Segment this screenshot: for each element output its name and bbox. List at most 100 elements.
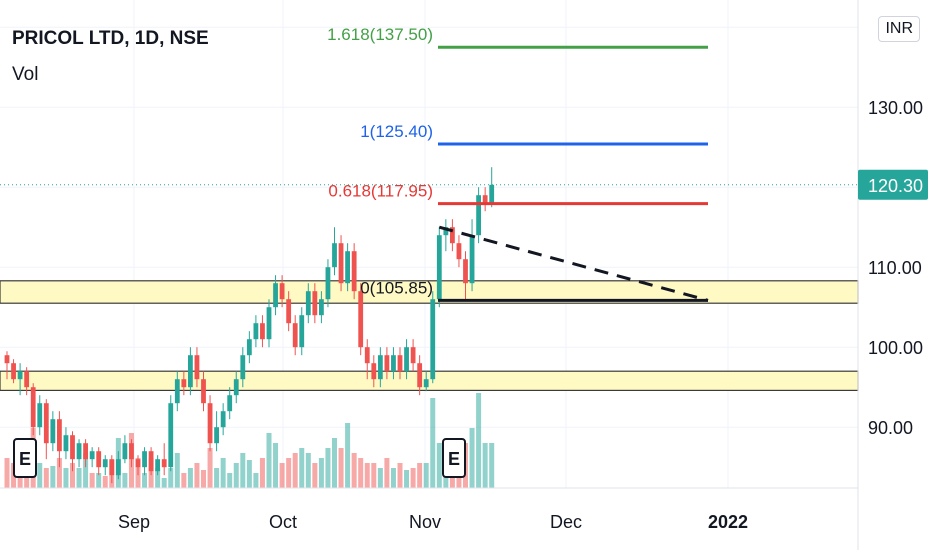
candle-body: [30, 387, 36, 428]
volume-bar: [155, 468, 161, 488]
volume-bar: [142, 473, 148, 488]
volume-bar: [214, 468, 220, 488]
candle-body: [456, 243, 462, 260]
volume-bar: [377, 468, 383, 488]
candle-body: [423, 379, 429, 388]
candle-body: [476, 195, 481, 236]
candle-body: [371, 363, 377, 380]
candle-body: [377, 355, 383, 380]
volume-bar: [286, 458, 292, 488]
candle-body: [292, 323, 298, 348]
volume-bar: [436, 443, 442, 488]
volume-bar: [469, 428, 475, 488]
volume-bar: [417, 463, 423, 488]
candle-body: [253, 323, 259, 340]
price-tick: 130.00: [868, 98, 923, 118]
candle-body: [345, 251, 350, 284]
zone-2: [0, 370, 859, 392]
candle-body: [201, 379, 206, 404]
volume-bar: [318, 458, 324, 488]
currency-button[interactable]: INR: [878, 16, 920, 42]
volume-bar: [397, 463, 403, 488]
candle-body: [410, 347, 416, 364]
volume-bar: [43, 468, 49, 488]
volume-bar: [76, 468, 82, 488]
candle-body: [43, 403, 49, 444]
candle-body: [57, 419, 62, 452]
candles: [4, 167, 495, 484]
candle-body: [240, 355, 246, 380]
candle-body: [109, 459, 115, 476]
volume-bar: [410, 468, 416, 488]
candle-body: [135, 459, 141, 468]
time-tick: Oct: [269, 512, 297, 532]
volume-label: Vol: [12, 64, 39, 85]
volume-bar: [37, 463, 43, 488]
candle-body: [358, 291, 364, 348]
volume-bar: [476, 393, 482, 488]
volume-bar: [70, 463, 75, 488]
candle-body: [102, 459, 108, 468]
earnings-marker: E: [13, 438, 37, 478]
candle-body: [168, 403, 174, 468]
volume-bar: [358, 458, 364, 488]
candle-body: [37, 403, 43, 428]
fib-label: 0.618(117.95): [328, 182, 433, 201]
time-tick: Nov: [409, 512, 441, 532]
candle-body: [246, 339, 252, 356]
candle-body: [286, 299, 292, 324]
trendline: [438, 225, 709, 302]
volume-bar: [482, 443, 488, 488]
volume-bar: [279, 463, 285, 488]
candle-body: [70, 435, 75, 460]
earnings-badge: [442, 438, 466, 478]
volume-bar: [390, 468, 396, 488]
fib-levels: 1.618(137.50) 1(125.40) 0.618(117.95) 0(105…: [327, 25, 708, 302]
volume-bar: [168, 468, 174, 488]
volume-bar: [4, 458, 10, 488]
volume-bar: [240, 453, 246, 488]
candle-body: [174, 379, 180, 404]
volume-bar: [194, 463, 200, 488]
candle-body: [482, 195, 488, 204]
candle-body: [148, 451, 154, 472]
volume-bar: [404, 470, 410, 488]
volume-bar: [174, 453, 180, 488]
volume-bar: [233, 463, 239, 488]
candle-body: [430, 299, 436, 380]
candle-body: [319, 299, 324, 316]
candle-body: [469, 235, 475, 284]
candle-body: [266, 307, 272, 340]
volume-bar: [50, 466, 56, 488]
candle-body: [96, 451, 102, 468]
fib-label: 1(125.40): [360, 122, 433, 141]
candle-body: [279, 283, 285, 300]
candle-body: [227, 395, 233, 412]
candle-body: [443, 227, 449, 236]
volume-bar: [187, 468, 193, 488]
candle-body: [391, 355, 396, 372]
volume-bar: [227, 473, 233, 488]
volume-bars: [4, 393, 495, 488]
symbol-title: PRICOL LTD, 1D, NSE: [12, 28, 209, 49]
candle-body: [338, 243, 344, 284]
time-tick: 2022: [708, 512, 748, 532]
candle-body: [404, 347, 409, 372]
volume-bar: [371, 463, 377, 488]
candle-body: [273, 283, 278, 308]
candle-body: [305, 291, 311, 316]
time-axis: Sep Oct Nov Dec 2022: [118, 512, 748, 532]
volume-bar: [273, 443, 279, 488]
candle-body: [214, 427, 219, 444]
candle-body: [351, 251, 357, 292]
volume-bar: [89, 473, 95, 488]
candle-body: [188, 355, 193, 388]
candle-body: [260, 323, 265, 340]
candle-body: [450, 227, 455, 244]
candle-body: [63, 435, 69, 452]
volume-bar: [430, 398, 436, 488]
candle-body: [161, 459, 167, 468]
